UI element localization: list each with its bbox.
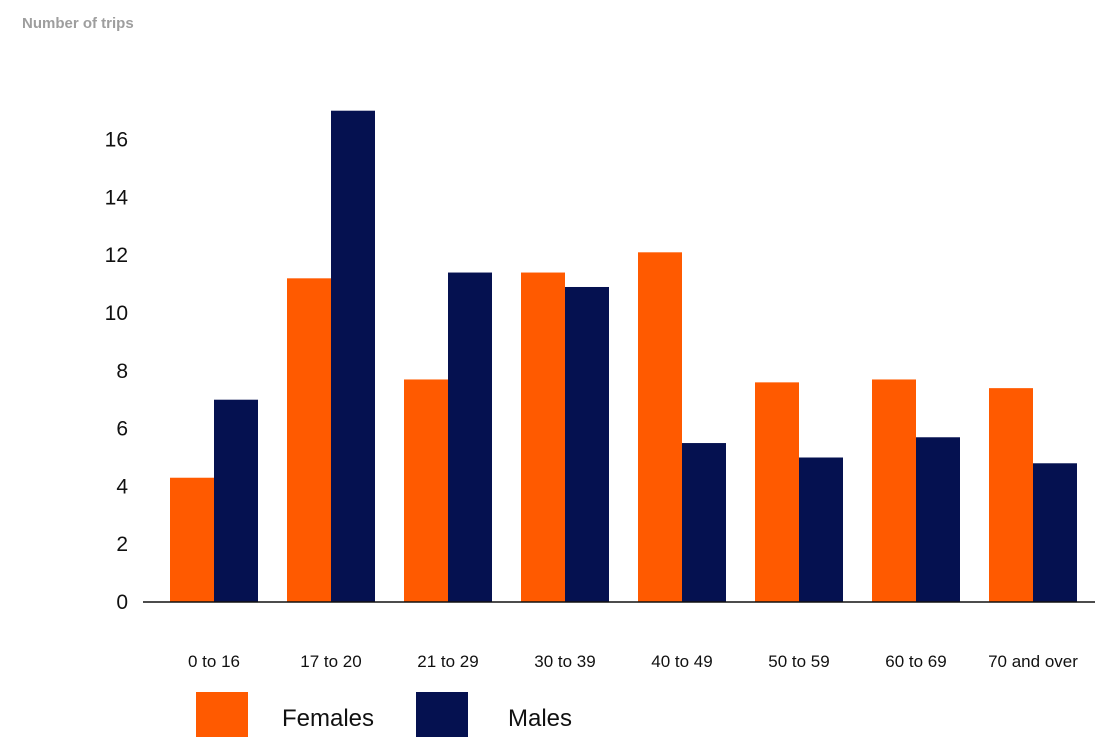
bar-females-0	[170, 477, 214, 602]
x-tick-label: 17 to 20	[300, 652, 361, 671]
y-tick-label: 4	[116, 475, 128, 498]
bar-males-1	[331, 110, 375, 602]
bar-males-7	[1033, 463, 1077, 602]
legend-swatch-males	[416, 692, 468, 737]
legend-label-males: Males	[508, 705, 572, 732]
bar-males-4	[682, 443, 726, 602]
bar-females-1	[287, 278, 331, 602]
y-tick-label: 6	[116, 418, 128, 441]
bar-females-5	[755, 382, 799, 602]
x-tick-label: 30 to 39	[534, 652, 595, 671]
x-tick-label: 70 and over	[988, 652, 1078, 671]
y-axis-label: Number of trips	[22, 15, 134, 32]
bar-males-2	[448, 272, 492, 602]
bar-females-6	[872, 379, 916, 602]
x-tick-label: 60 to 69	[885, 652, 946, 671]
y-tick-label: 2	[116, 533, 128, 556]
bars	[170, 110, 1077, 602]
y-tick-label: 14	[105, 186, 129, 209]
bar-females-4	[638, 252, 682, 602]
x-tick-label: 0 to 16	[188, 652, 240, 671]
legend: Females Males	[196, 692, 572, 737]
x-axis-ticks: 0 to 16 17 to 20 21 to 29 30 to 39 40 to 49 5…	[188, 652, 1078, 671]
y-tick-label: 16	[105, 129, 128, 152]
legend-swatch-females	[196, 692, 248, 737]
legend-label-females: Females	[282, 705, 374, 732]
x-tick-label: 21 to 29	[417, 652, 478, 671]
bar-females-3	[521, 272, 565, 602]
bar-males-3	[565, 286, 609, 602]
y-tick-label: 10	[105, 302, 128, 325]
y-tick-label: 8	[116, 360, 128, 383]
y-tick-label: 12	[105, 244, 128, 267]
x-tick-label: 40 to 49	[651, 652, 712, 671]
bar-males-0	[214, 399, 258, 602]
bar-males-5	[799, 457, 843, 602]
bar-males-6	[916, 437, 960, 602]
y-axis-ticks: 0 2 4 6 8 10 12 14 16	[105, 129, 129, 614]
y-tick-label: 0	[116, 591, 128, 614]
bar-females-7	[989, 388, 1033, 602]
bar-females-2	[404, 379, 448, 602]
x-tick-label: 50 to 59	[768, 652, 829, 671]
